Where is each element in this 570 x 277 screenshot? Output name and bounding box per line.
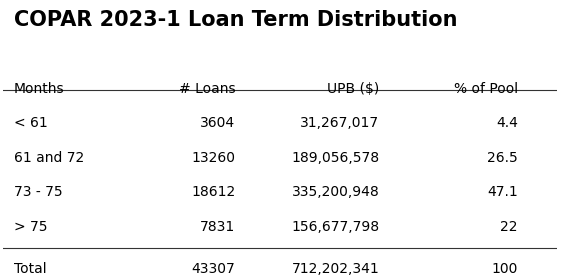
Text: 22: 22 (500, 220, 518, 234)
Text: 61 and 72: 61 and 72 (14, 151, 84, 165)
Text: 189,056,578: 189,056,578 (291, 151, 380, 165)
Text: 335,200,948: 335,200,948 (292, 185, 380, 199)
Text: Total: Total (14, 262, 47, 276)
Text: 3604: 3604 (200, 116, 235, 130)
Text: 73 - 75: 73 - 75 (14, 185, 63, 199)
Text: 18612: 18612 (191, 185, 235, 199)
Text: 7831: 7831 (200, 220, 235, 234)
Text: 26.5: 26.5 (487, 151, 518, 165)
Text: 13260: 13260 (192, 151, 235, 165)
Text: % of Pool: % of Pool (454, 82, 518, 96)
Text: 712,202,341: 712,202,341 (292, 262, 380, 276)
Text: 43307: 43307 (192, 262, 235, 276)
Text: 31,267,017: 31,267,017 (300, 116, 380, 130)
Text: 4.4: 4.4 (496, 116, 518, 130)
Text: Months: Months (14, 82, 64, 96)
Text: # Loans: # Loans (179, 82, 235, 96)
Text: < 61: < 61 (14, 116, 48, 130)
Text: 47.1: 47.1 (487, 185, 518, 199)
Text: 156,677,798: 156,677,798 (291, 220, 380, 234)
Text: COPAR 2023-1 Loan Term Distribution: COPAR 2023-1 Loan Term Distribution (14, 10, 457, 30)
Text: > 75: > 75 (14, 220, 47, 234)
Text: UPB ($): UPB ($) (327, 82, 380, 96)
Text: 100: 100 (491, 262, 518, 276)
